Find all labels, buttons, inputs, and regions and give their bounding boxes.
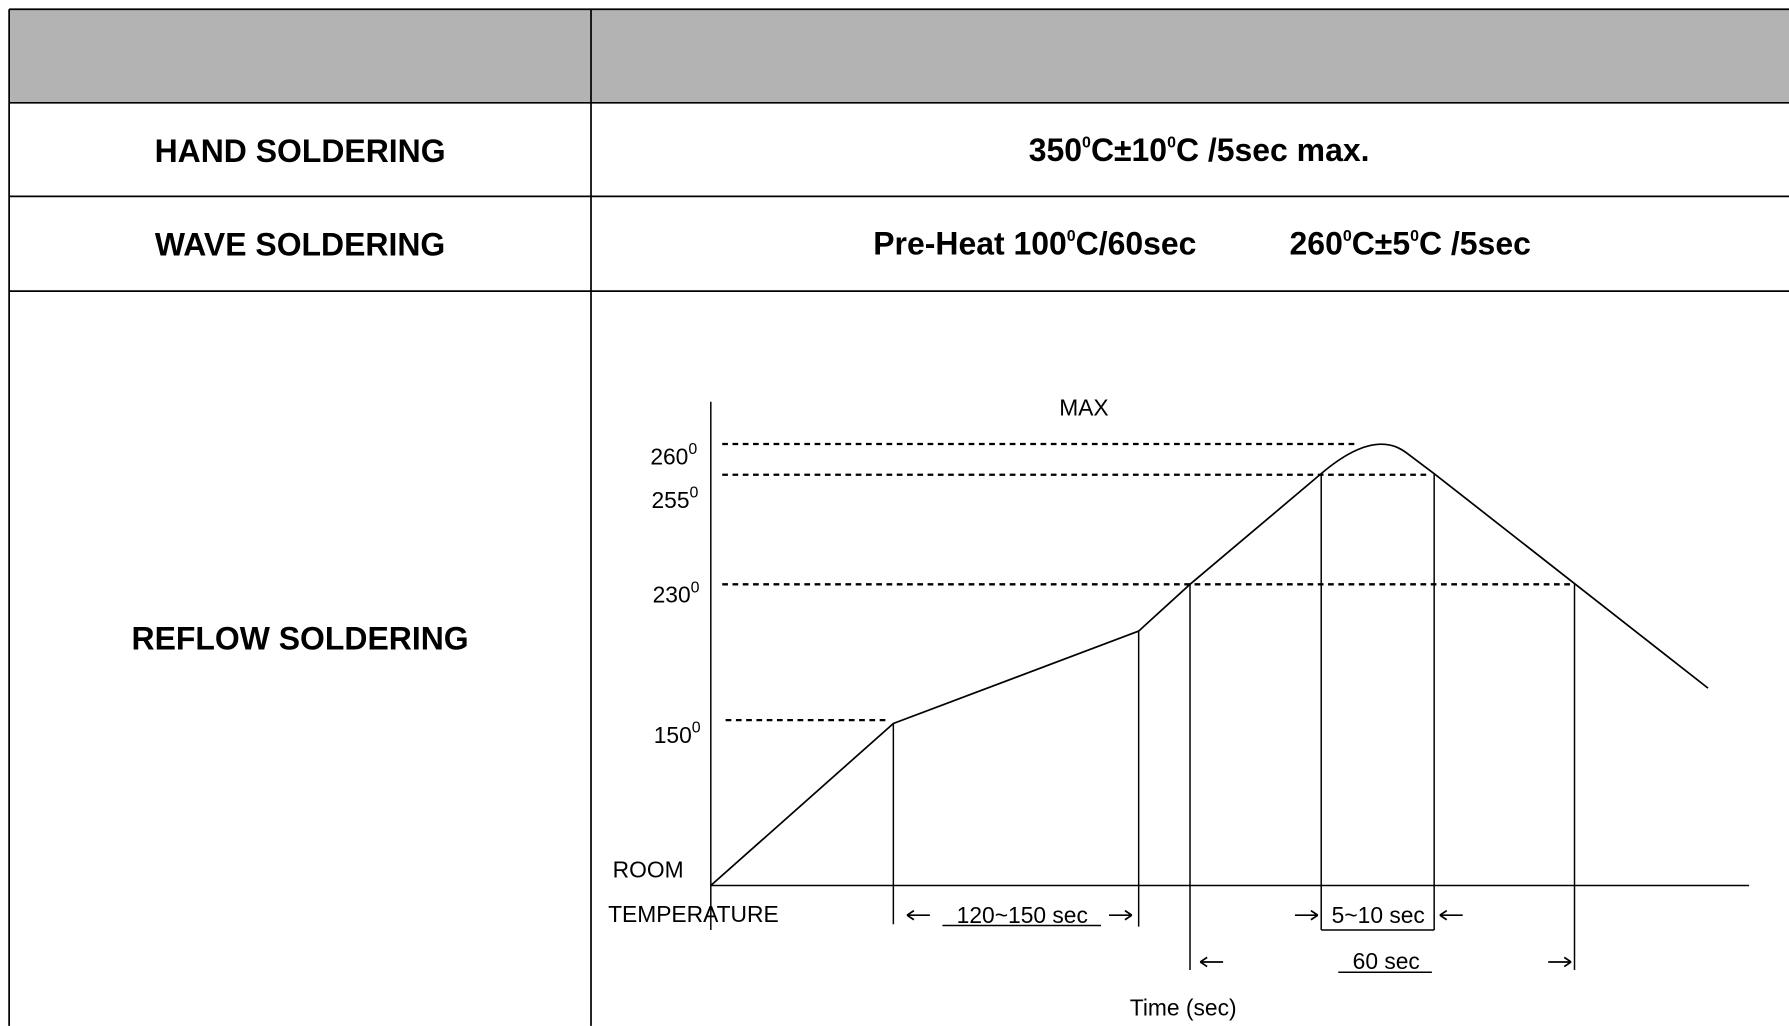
text: C /5sec max. bbox=[1176, 132, 1370, 168]
arrow bbox=[1548, 957, 1571, 966]
text: C /5sec bbox=[1419, 226, 1531, 262]
row-value: 2600C±50C /5sec bbox=[1290, 226, 1531, 262]
temp-label: 2300 bbox=[653, 579, 700, 607]
sup: 0 bbox=[690, 485, 699, 502]
text: 260 bbox=[650, 444, 688, 470]
arrow bbox=[1295, 911, 1318, 920]
temp-label: 2600 bbox=[650, 441, 697, 469]
label: ROOM bbox=[613, 857, 684, 883]
arrow bbox=[1440, 911, 1463, 920]
arrow bbox=[1109, 911, 1132, 920]
row-label: REFLOW SOLDERING bbox=[132, 620, 469, 656]
header-row bbox=[9, 9, 1789, 103]
sup: 0 bbox=[691, 579, 700, 596]
row-value: Pre-Heat 1000C/60sec bbox=[873, 226, 1196, 262]
sup: 0 bbox=[692, 720, 701, 737]
temp-label: 1500 bbox=[654, 720, 701, 748]
sup: 0 bbox=[688, 441, 697, 458]
time-label: 60 sec bbox=[1353, 948, 1420, 974]
sup: 0 bbox=[1167, 134, 1176, 151]
sup: 0 bbox=[1082, 134, 1091, 151]
text: C±5 bbox=[1352, 226, 1410, 262]
arrow bbox=[1200, 957, 1223, 966]
reflow-profile: MAX 2600 2550 2300 1500 ROOM TEMPERATURE… bbox=[608, 394, 1749, 1020]
arrow bbox=[907, 911, 930, 920]
page: {"table": {"rows": [ {"label": "HAND SOL… bbox=[0, 0, 1789, 1026]
time-label: 5~10 sec bbox=[1332, 902, 1425, 928]
text: 230 bbox=[653, 582, 691, 608]
text: 255 bbox=[651, 487, 689, 513]
text: C±10 bbox=[1091, 132, 1167, 168]
row-value: 3500C±100C /5sec max. bbox=[1029, 132, 1370, 168]
text: 260 bbox=[1290, 226, 1343, 262]
sup: 0 bbox=[1410, 228, 1419, 245]
row-label: HAND SOLDERING bbox=[155, 133, 446, 169]
time-label: 120~150 sec bbox=[957, 902, 1088, 928]
sup: 0 bbox=[1067, 228, 1076, 245]
row-label: WAVE SOLDERING bbox=[155, 227, 445, 263]
sup: 0 bbox=[1343, 228, 1352, 245]
label: TEMPERATURE bbox=[608, 901, 779, 927]
profile-curve bbox=[711, 444, 1708, 885]
text: 150 bbox=[654, 722, 692, 748]
temp-label: 2550 bbox=[651, 485, 698, 513]
text: Pre-Heat 100 bbox=[873, 226, 1067, 262]
label: MAX bbox=[1059, 394, 1108, 420]
document: HAND SOLDERING 3500C±100C /5sec max. WAV… bbox=[0, 0, 1789, 1026]
text: 350 bbox=[1029, 132, 1082, 168]
axis-label: Time (sec) bbox=[1130, 995, 1237, 1021]
text: C/60sec bbox=[1076, 226, 1197, 262]
